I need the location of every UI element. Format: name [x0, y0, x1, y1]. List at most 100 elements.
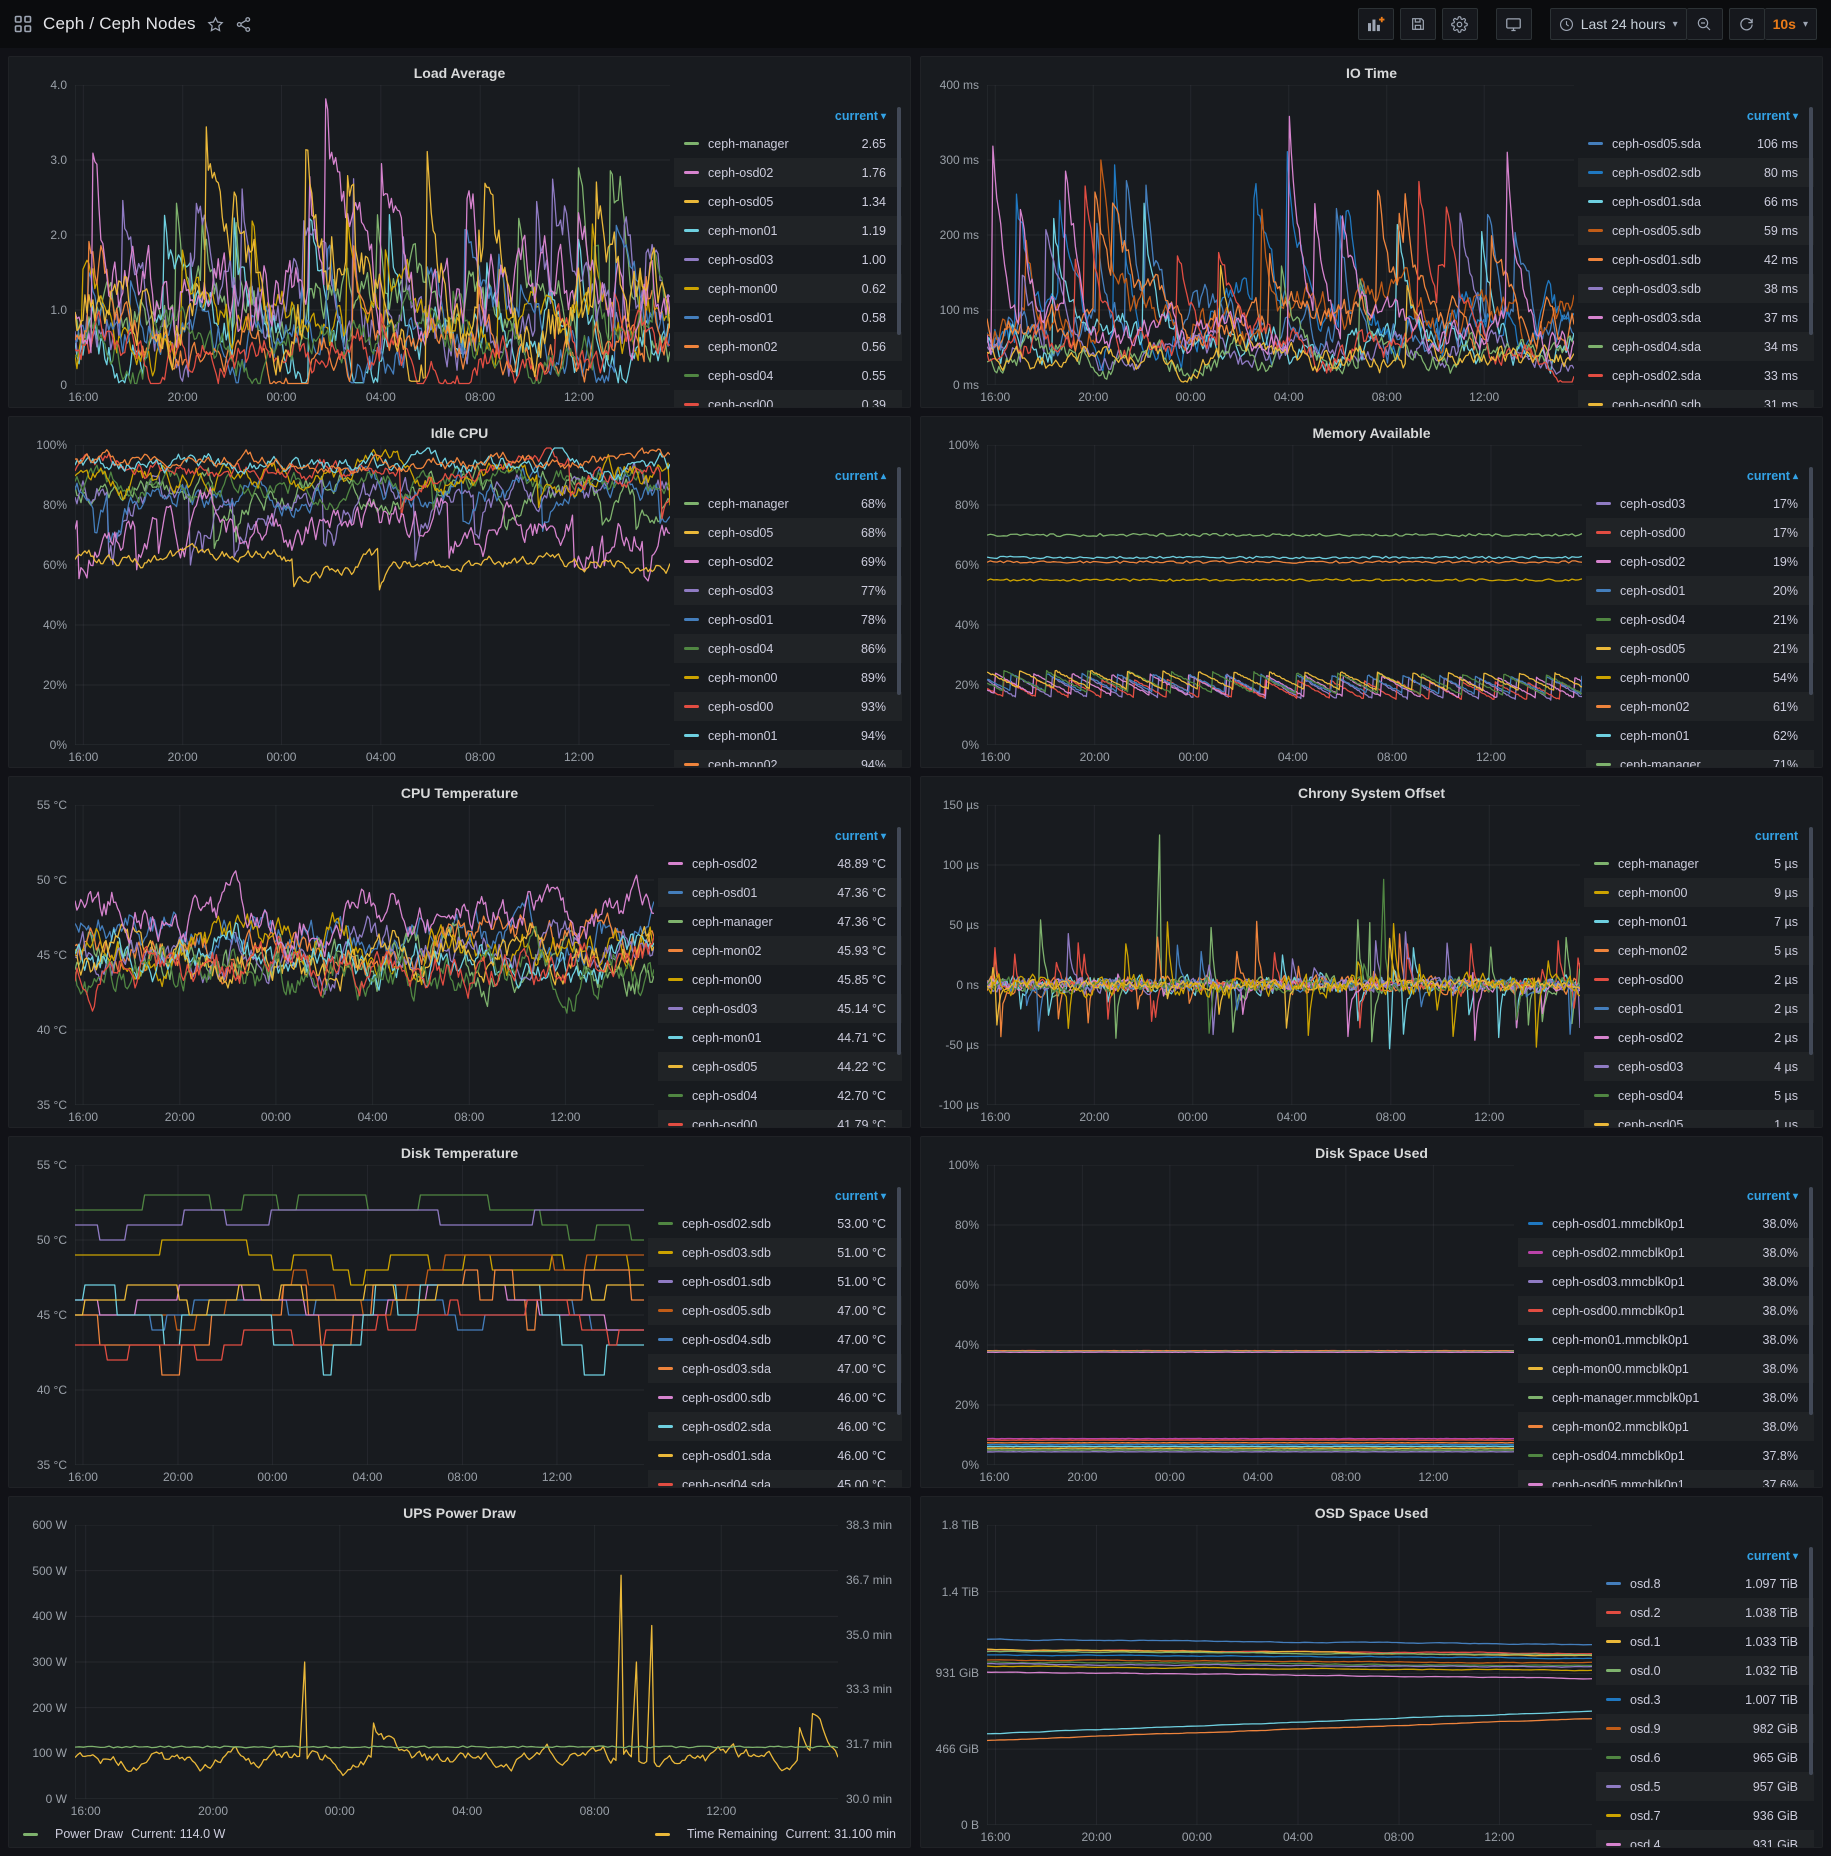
legend-series-value[interactable]: 0.56 — [862, 340, 886, 354]
series-color-dash[interactable] — [1606, 1843, 1621, 1846]
series-color-dash[interactable] — [1594, 1123, 1609, 1126]
legend-series-name[interactable]: ceph-mon02 — [708, 758, 849, 768]
x-axis-label[interactable]: 08:00 — [1376, 1110, 1406, 1124]
panel-title[interactable]: UPS Power Draw — [17, 1501, 902, 1525]
x-axis-label[interactable]: 08:00 — [580, 1804, 610, 1818]
legend-series-name[interactable]: ceph-mon00 — [708, 671, 849, 685]
legend-series-name[interactable]: ceph-osd02.sda — [1612, 369, 1752, 383]
legend-series-name[interactable]: ceph-mon01 — [708, 224, 850, 238]
series-color-dash[interactable] — [684, 502, 699, 505]
series-color-dash[interactable] — [658, 1338, 673, 1341]
legend-series-name[interactable]: ceph-osd01.sda — [682, 1449, 825, 1463]
legend-series-value[interactable]: 62% — [1773, 729, 1798, 743]
legend-series-name[interactable]: ceph-osd01 — [1618, 1002, 1762, 1016]
series-color-dash[interactable] — [1606, 1611, 1621, 1614]
legend-series-value[interactable]: 38.0% — [1763, 1362, 1798, 1376]
legend-series-name[interactable]: ceph-mon01 — [1620, 729, 1761, 743]
legend-series-value[interactable]: 78% — [861, 613, 886, 627]
legend-series-name[interactable]: osd.2 — [1630, 1606, 1733, 1620]
legend-scrollbar[interactable] — [1809, 467, 1813, 695]
legend-series-value[interactable]: 1.34 — [862, 195, 886, 209]
x-axis-label[interactable]: 08:00 — [1384, 1830, 1414, 1844]
x-axis-label[interactable]: 04:00 — [366, 750, 396, 764]
legend-series-value[interactable]: 2 µs — [1774, 1031, 1798, 1045]
legend-series-value[interactable]: 2.65 — [862, 137, 886, 151]
series-color-dash[interactable] — [1588, 403, 1603, 406]
legend-header-label[interactable]: current — [1747, 469, 1790, 483]
legend-series-name[interactable]: ceph-mon00 — [1618, 886, 1762, 900]
x-axis-label[interactable]: 12:00 — [564, 390, 594, 404]
legend-series-name[interactable]: osd.6 — [1630, 1751, 1741, 1765]
series-color-dash[interactable] — [1588, 142, 1603, 145]
y-axis-label[interactable]: 36.7 min — [846, 1573, 892, 1587]
legend-series-name[interactable]: ceph-osd05 — [1620, 642, 1761, 656]
series-color-dash[interactable] — [684, 345, 699, 348]
y-axis-label[interactable]: 20% — [955, 678, 979, 692]
legend-series-name[interactable]: ceph-osd04.mmcblk0p1 — [1552, 1449, 1751, 1463]
legend-series-value[interactable]: 1.76 — [862, 166, 886, 180]
y-axis-label[interactable]: 100% — [948, 1158, 979, 1172]
legend-series-name[interactable]: ceph-osd04 — [708, 642, 849, 656]
series-color-dash[interactable] — [1594, 1036, 1609, 1039]
legend-series-value[interactable]: 982 GiB — [1753, 1722, 1798, 1736]
legend-series-value[interactable]: 1.00 — [862, 253, 886, 267]
legend-series-value[interactable]: 5 µs — [1774, 857, 1798, 871]
legend-series-value[interactable]: 47.00 °C — [837, 1304, 886, 1318]
x-axis-label[interactable]: 20:00 — [163, 1470, 193, 1484]
x-axis-label[interactable]: 00:00 — [1182, 1830, 1212, 1844]
y-axis-label[interactable]: 100% — [948, 438, 979, 452]
legend-series-value[interactable]: 47.00 °C — [837, 1333, 886, 1347]
y-axis-label[interactable]: 0 B — [961, 1818, 979, 1832]
legend-series-value[interactable]: 4 µs — [1774, 1060, 1798, 1074]
legend-series-name[interactable]: ceph-osd05.sdb — [1612, 224, 1752, 238]
legend-series-name[interactable]: ceph-osd02 — [1620, 555, 1761, 569]
legend-header-label[interactable]: current — [1747, 1549, 1790, 1563]
legend-series-name[interactable]: ceph-osd02 — [708, 555, 849, 569]
legend-series-name[interactable]: ceph-osd03.sdb — [1612, 282, 1752, 296]
legend-series-value[interactable]: 38.0% — [1763, 1217, 1798, 1231]
y-axis-label[interactable]: 45 °C — [37, 1308, 67, 1322]
series-color-dash[interactable] — [1596, 734, 1611, 737]
y-axis-label[interactable]: 31.7 min — [846, 1737, 892, 1751]
legend-series-name[interactable]: osd.5 — [1630, 1780, 1741, 1794]
x-axis-label[interactable]: 16:00 — [68, 390, 98, 404]
chart-plot-area[interactable] — [987, 85, 1574, 385]
legend-series-value[interactable]: 0.58 — [862, 311, 886, 325]
legend-sort-header[interactable]: current▾ — [658, 823, 902, 849]
legend-series-value[interactable]: 68% — [861, 497, 886, 511]
legend-series-name[interactable]: ceph-mon02 — [1620, 700, 1761, 714]
chart-plot-area[interactable] — [75, 805, 654, 1105]
y-axis-label[interactable]: 0 W — [46, 1792, 67, 1806]
x-axis-label[interactable]: 16:00 — [68, 1470, 98, 1484]
sort-arrow-icon[interactable]: ▾ — [1793, 111, 1798, 122]
panel-title[interactable]: Disk Space Used — [929, 1141, 1814, 1165]
legend-series-name[interactable]: ceph-osd02 — [1618, 1031, 1762, 1045]
refresh-interval-dropdown[interactable]: 10s ▾ — [1765, 8, 1817, 40]
series-color-dash[interactable] — [668, 1094, 683, 1097]
x-axis-label[interactable]: 04:00 — [352, 1470, 382, 1484]
y-axis-label[interactable]: 0 ns — [956, 978, 979, 992]
series-color-dash[interactable] — [1594, 949, 1609, 952]
legend-sort-header[interactable]: current▾ — [1578, 103, 1814, 129]
time-range-picker[interactable]: Last 24 hours ▾ — [1550, 8, 1687, 40]
